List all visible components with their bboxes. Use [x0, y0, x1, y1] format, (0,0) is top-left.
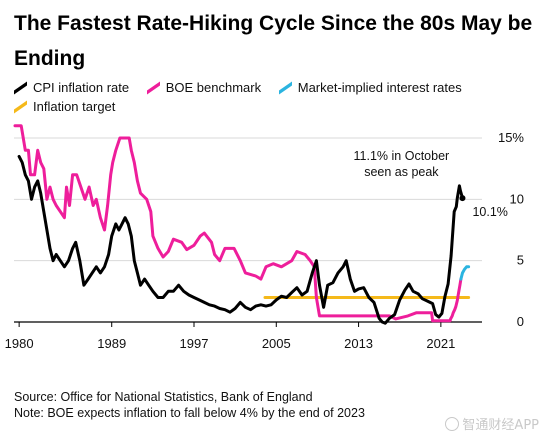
watermark-text: 智通财经APP — [462, 418, 539, 433]
source-text: Source: Office for National Statistics, … — [14, 390, 313, 404]
x-tick-label: 1980 — [5, 336, 34, 351]
watermark: 智通财经APP — [445, 414, 539, 433]
series-line-boe — [13, 124, 463, 323]
x-tick-label: 1989 — [97, 336, 126, 351]
y-tick-label: 10 — [510, 191, 524, 206]
series-line-cpi — [17, 154, 464, 325]
legend-item-target: Inflation target — [14, 99, 115, 115]
y-tick-label: 5 — [517, 253, 524, 268]
legend-item-cpi: CPI inflation rate — [14, 80, 129, 96]
legend-item-market: Market-implied interest rates — [278, 80, 462, 96]
watermark-logo-icon — [445, 417, 460, 431]
chart-plot: 0 5 10 15% 1980 1989 1997 2005 2013 2021 11.1% in … — [5, 124, 524, 351]
legend-label-target: Inflation target — [33, 99, 116, 114]
x-tick-label: 1997 — [180, 336, 209, 351]
series-line-market — [459, 265, 471, 281]
x-tick-label: 2021 — [426, 336, 455, 351]
legend-label-boe: BOE benchmark — [165, 80, 262, 95]
cpi-latest-point — [459, 195, 466, 202]
annotation-peak: 11.1% in October seen as peak — [354, 149, 450, 179]
x-tick-label: 2013 — [344, 336, 373, 351]
legend-item-boe: BOE benchmark — [146, 80, 262, 96]
note-text: Note: BOE expects inflation to fall belo… — [14, 406, 365, 420]
legend-row-2: Inflation target — [14, 97, 544, 115]
y-tick-label: 15% — [498, 130, 524, 145]
annotation-latest-value: 10.1% — [472, 205, 507, 219]
legend-label-cpi: CPI inflation rate — [33, 80, 130, 95]
legend-label-market: Market-implied interest rates — [297, 80, 462, 95]
y-tick-label: 0 — [517, 314, 524, 329]
legend-row-1: CPI inflation rate BOE benchmark Market-… — [14, 78, 544, 96]
x-tick-label: 2005 — [262, 336, 291, 351]
chart-title: The Fastest Rate-Hiking Cycle Since the … — [14, 12, 533, 70]
